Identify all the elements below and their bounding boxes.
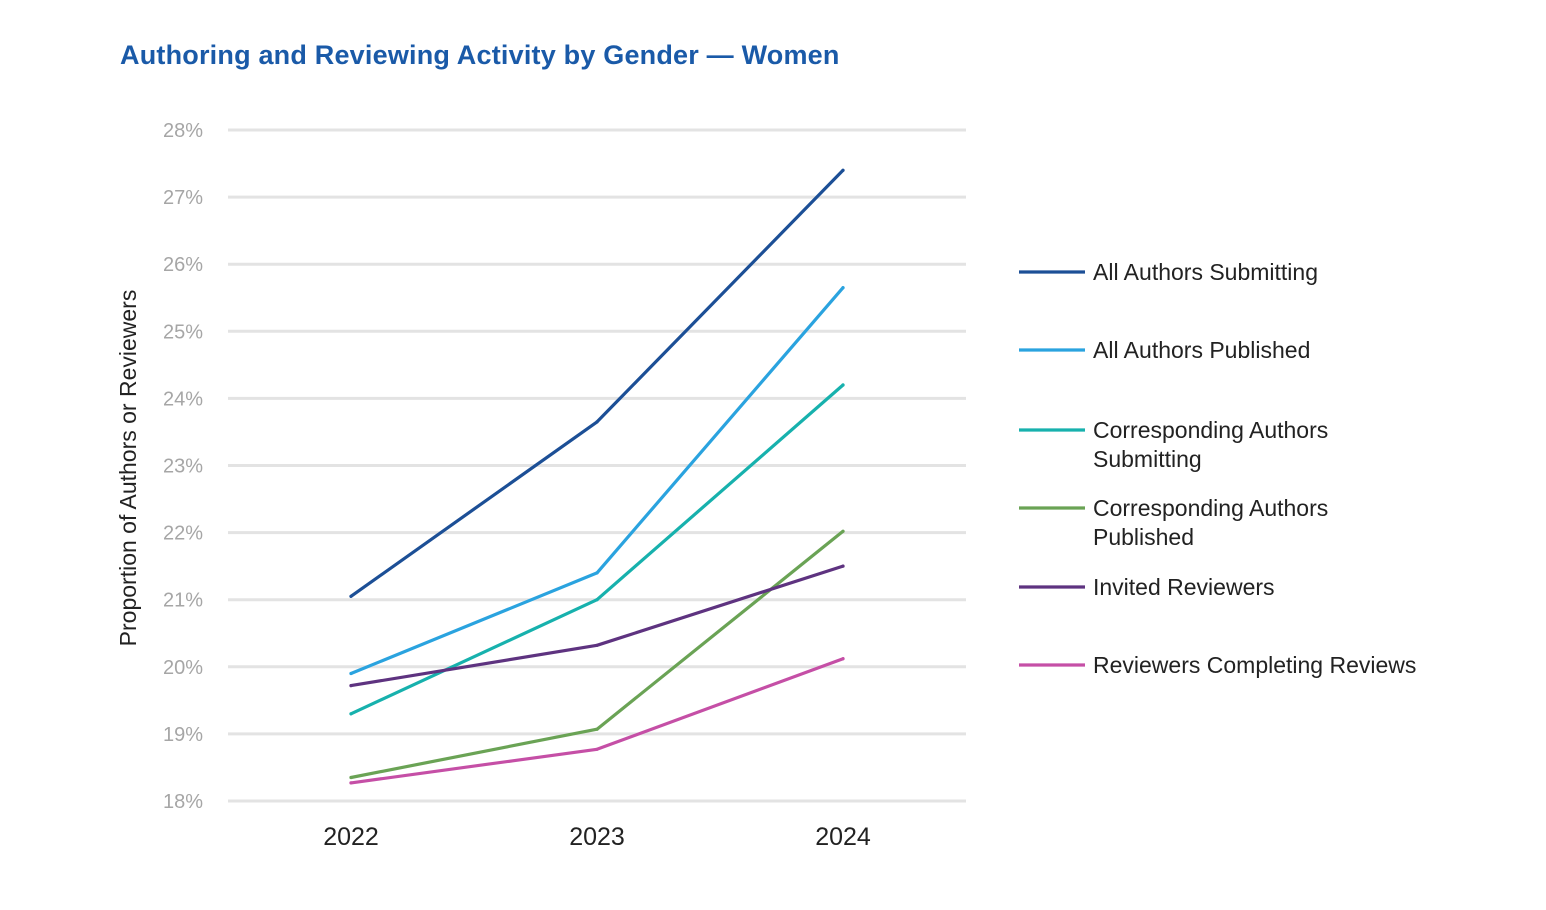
series-line-3 [349,529,845,780]
x-tick-label: 2024 [815,823,871,851]
y-tick-label: 23% [163,456,203,478]
legend-item: Corresponding Authors Submitting [1019,417,1328,472]
y-tick-label: 18% [163,791,203,813]
data-point [349,712,353,716]
legend-label: Corresponding Authors [1093,495,1328,521]
data-point [841,529,845,533]
data-point [841,564,845,568]
data-point [595,747,599,751]
legend-item: All Authors Submitting [1019,259,1318,285]
data-point [349,594,353,598]
legend-label: Submitting [1093,446,1202,472]
y-tick-label: 26% [163,254,203,276]
data-point [841,286,845,290]
data-point [349,775,353,780]
series-line-2 [349,383,845,716]
chart-title: Authoring and Reviewing Activity by Gend… [120,40,840,70]
data-point [349,781,353,785]
y-tick-label: 22% [163,523,203,545]
data-point [595,571,599,575]
y-axis-ticks: 18% 19% 20% 21% 22% 23% 24% 25% 26% 27% 28% [163,120,203,813]
legend-label: All Authors Submitting [1093,259,1318,285]
y-tick-label: 27% [163,187,203,209]
data-point [595,598,599,602]
legend-label: All Authors Published [1093,337,1310,363]
x-tick-label: 2023 [569,823,625,851]
data-point [841,168,845,172]
y-axis-label: Proportion of Authors or Reviewers [115,290,141,647]
legend-label: Corresponding Authors [1093,417,1328,443]
x-axis-ticks: 2022 2023 2024 [323,823,871,851]
y-tick-label: 21% [163,590,203,612]
legend-item: Invited Reviewers [1019,574,1275,600]
legend-item: Corresponding Authors Published [1019,495,1328,550]
x-tick-label: 2022 [323,823,379,851]
data-point [349,684,353,688]
y-tick-label: 19% [163,724,203,746]
legend: All Authors Submitting All Authors Publis… [1019,259,1416,678]
data-point [841,657,845,661]
y-tick-label: 24% [163,388,203,410]
legend-label: Published [1093,524,1194,550]
y-tick-label: 20% [163,657,203,679]
data-point [595,727,599,731]
data-point [841,383,845,387]
legend-label: Invited Reviewers [1093,574,1275,600]
legend-item: Reviewers Completing Reviews [1019,652,1416,678]
data-point [595,643,599,647]
data-point [349,671,353,676]
legend-item: All Authors Published [1019,337,1310,363]
data-point [595,420,599,424]
series-lines [349,168,845,785]
legend-label: Reviewers Completing Reviews [1093,652,1416,678]
y-tick-label: 25% [163,321,203,343]
series-line-1 [349,286,845,676]
y-tick-label: 28% [163,120,203,142]
gridlines [228,128,966,803]
